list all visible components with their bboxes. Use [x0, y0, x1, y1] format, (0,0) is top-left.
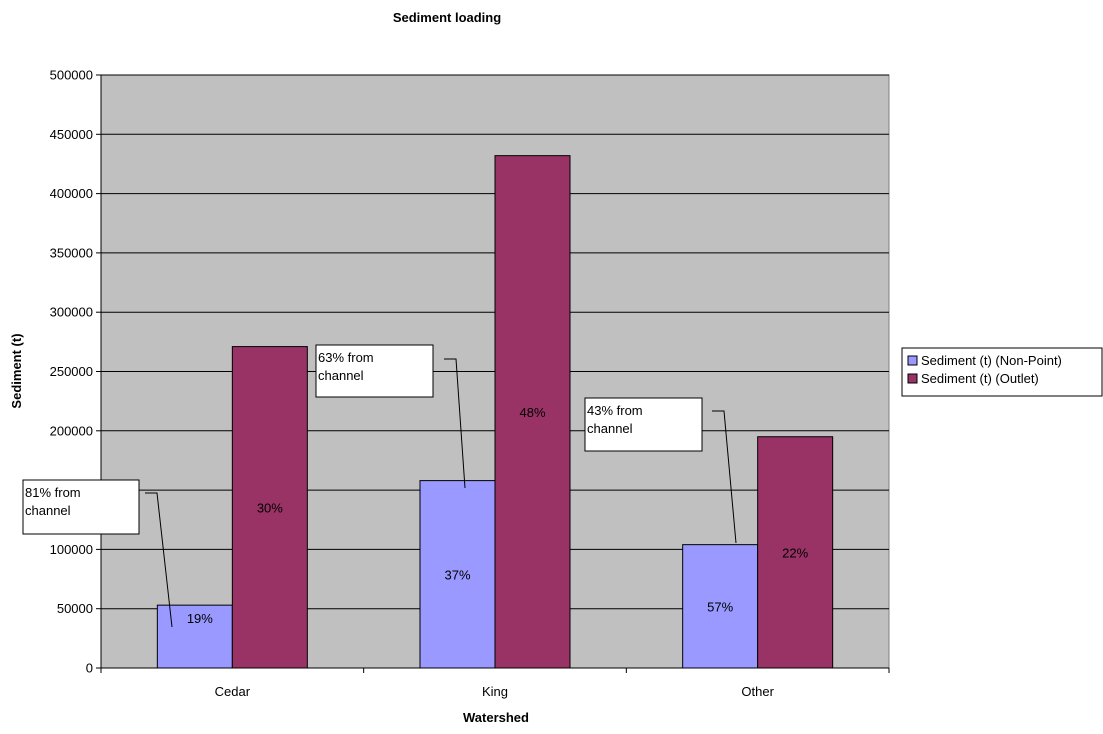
- data-label: 22%: [782, 545, 808, 560]
- annotation-text: 63% from: [318, 350, 374, 365]
- y-tick-label: 300000: [50, 305, 93, 320]
- legend-entry: Sediment (t) (Outlet): [921, 371, 1039, 386]
- annotation-text: channel: [587, 421, 633, 436]
- y-axis-label: Sediment (t): [9, 333, 24, 408]
- y-tick-label: 50000: [57, 601, 93, 616]
- bar: [757, 436, 834, 669]
- x-tick-label: King: [482, 684, 508, 699]
- y-tick-label: 350000: [50, 245, 93, 260]
- data-label: 37%: [444, 567, 470, 582]
- annotation-box: [22, 479, 140, 535]
- legend-entry: Sediment (t) (Non-Point): [921, 353, 1062, 368]
- annotation-box: [315, 344, 434, 398]
- data-label: 48%: [519, 405, 545, 420]
- bar: [419, 480, 496, 669]
- annotation-leader-line: [444, 358, 466, 489]
- annotation-text: 81% from: [25, 485, 81, 500]
- chart-title: Sediment loading: [393, 10, 501, 25]
- x-tick-label: Cedar: [215, 684, 251, 699]
- bar: [494, 155, 571, 669]
- x-tick-label: Other: [741, 684, 774, 699]
- legend-box: [901, 347, 1103, 397]
- y-tick-label: 450000: [50, 127, 93, 142]
- annotation-text: channel: [318, 368, 364, 383]
- y-tick-label: 250000: [50, 364, 93, 379]
- annotation-text: channel: [25, 503, 71, 518]
- legend: Sediment (t) (Non-Point) Sediment (t) (Ou…: [901, 347, 1103, 397]
- annotation-leader-line: [712, 410, 737, 544]
- annotation-box: [584, 397, 703, 452]
- data-label: 57%: [707, 599, 733, 614]
- legend-swatch: [907, 355, 918, 366]
- data-label: 30%: [257, 500, 283, 515]
- y-tick-label: 100000: [50, 542, 93, 557]
- plot-area: 0500001000001500002000002500003000003500…: [22, 68, 890, 699]
- y-tick-label: 500000: [50, 68, 93, 83]
- legend-swatch: [907, 373, 918, 384]
- x-axis-label: Watershed: [463, 710, 529, 725]
- bar: [231, 346, 308, 669]
- annotation-text: 43% from: [587, 403, 643, 418]
- y-tick-label: 0: [86, 661, 93, 676]
- y-tick-label: 200000: [50, 423, 93, 438]
- annotation-leader-line: [145, 492, 173, 628]
- bar: [682, 544, 759, 669]
- data-label: 19%: [187, 611, 213, 626]
- y-tick-label: 400000: [50, 186, 93, 201]
